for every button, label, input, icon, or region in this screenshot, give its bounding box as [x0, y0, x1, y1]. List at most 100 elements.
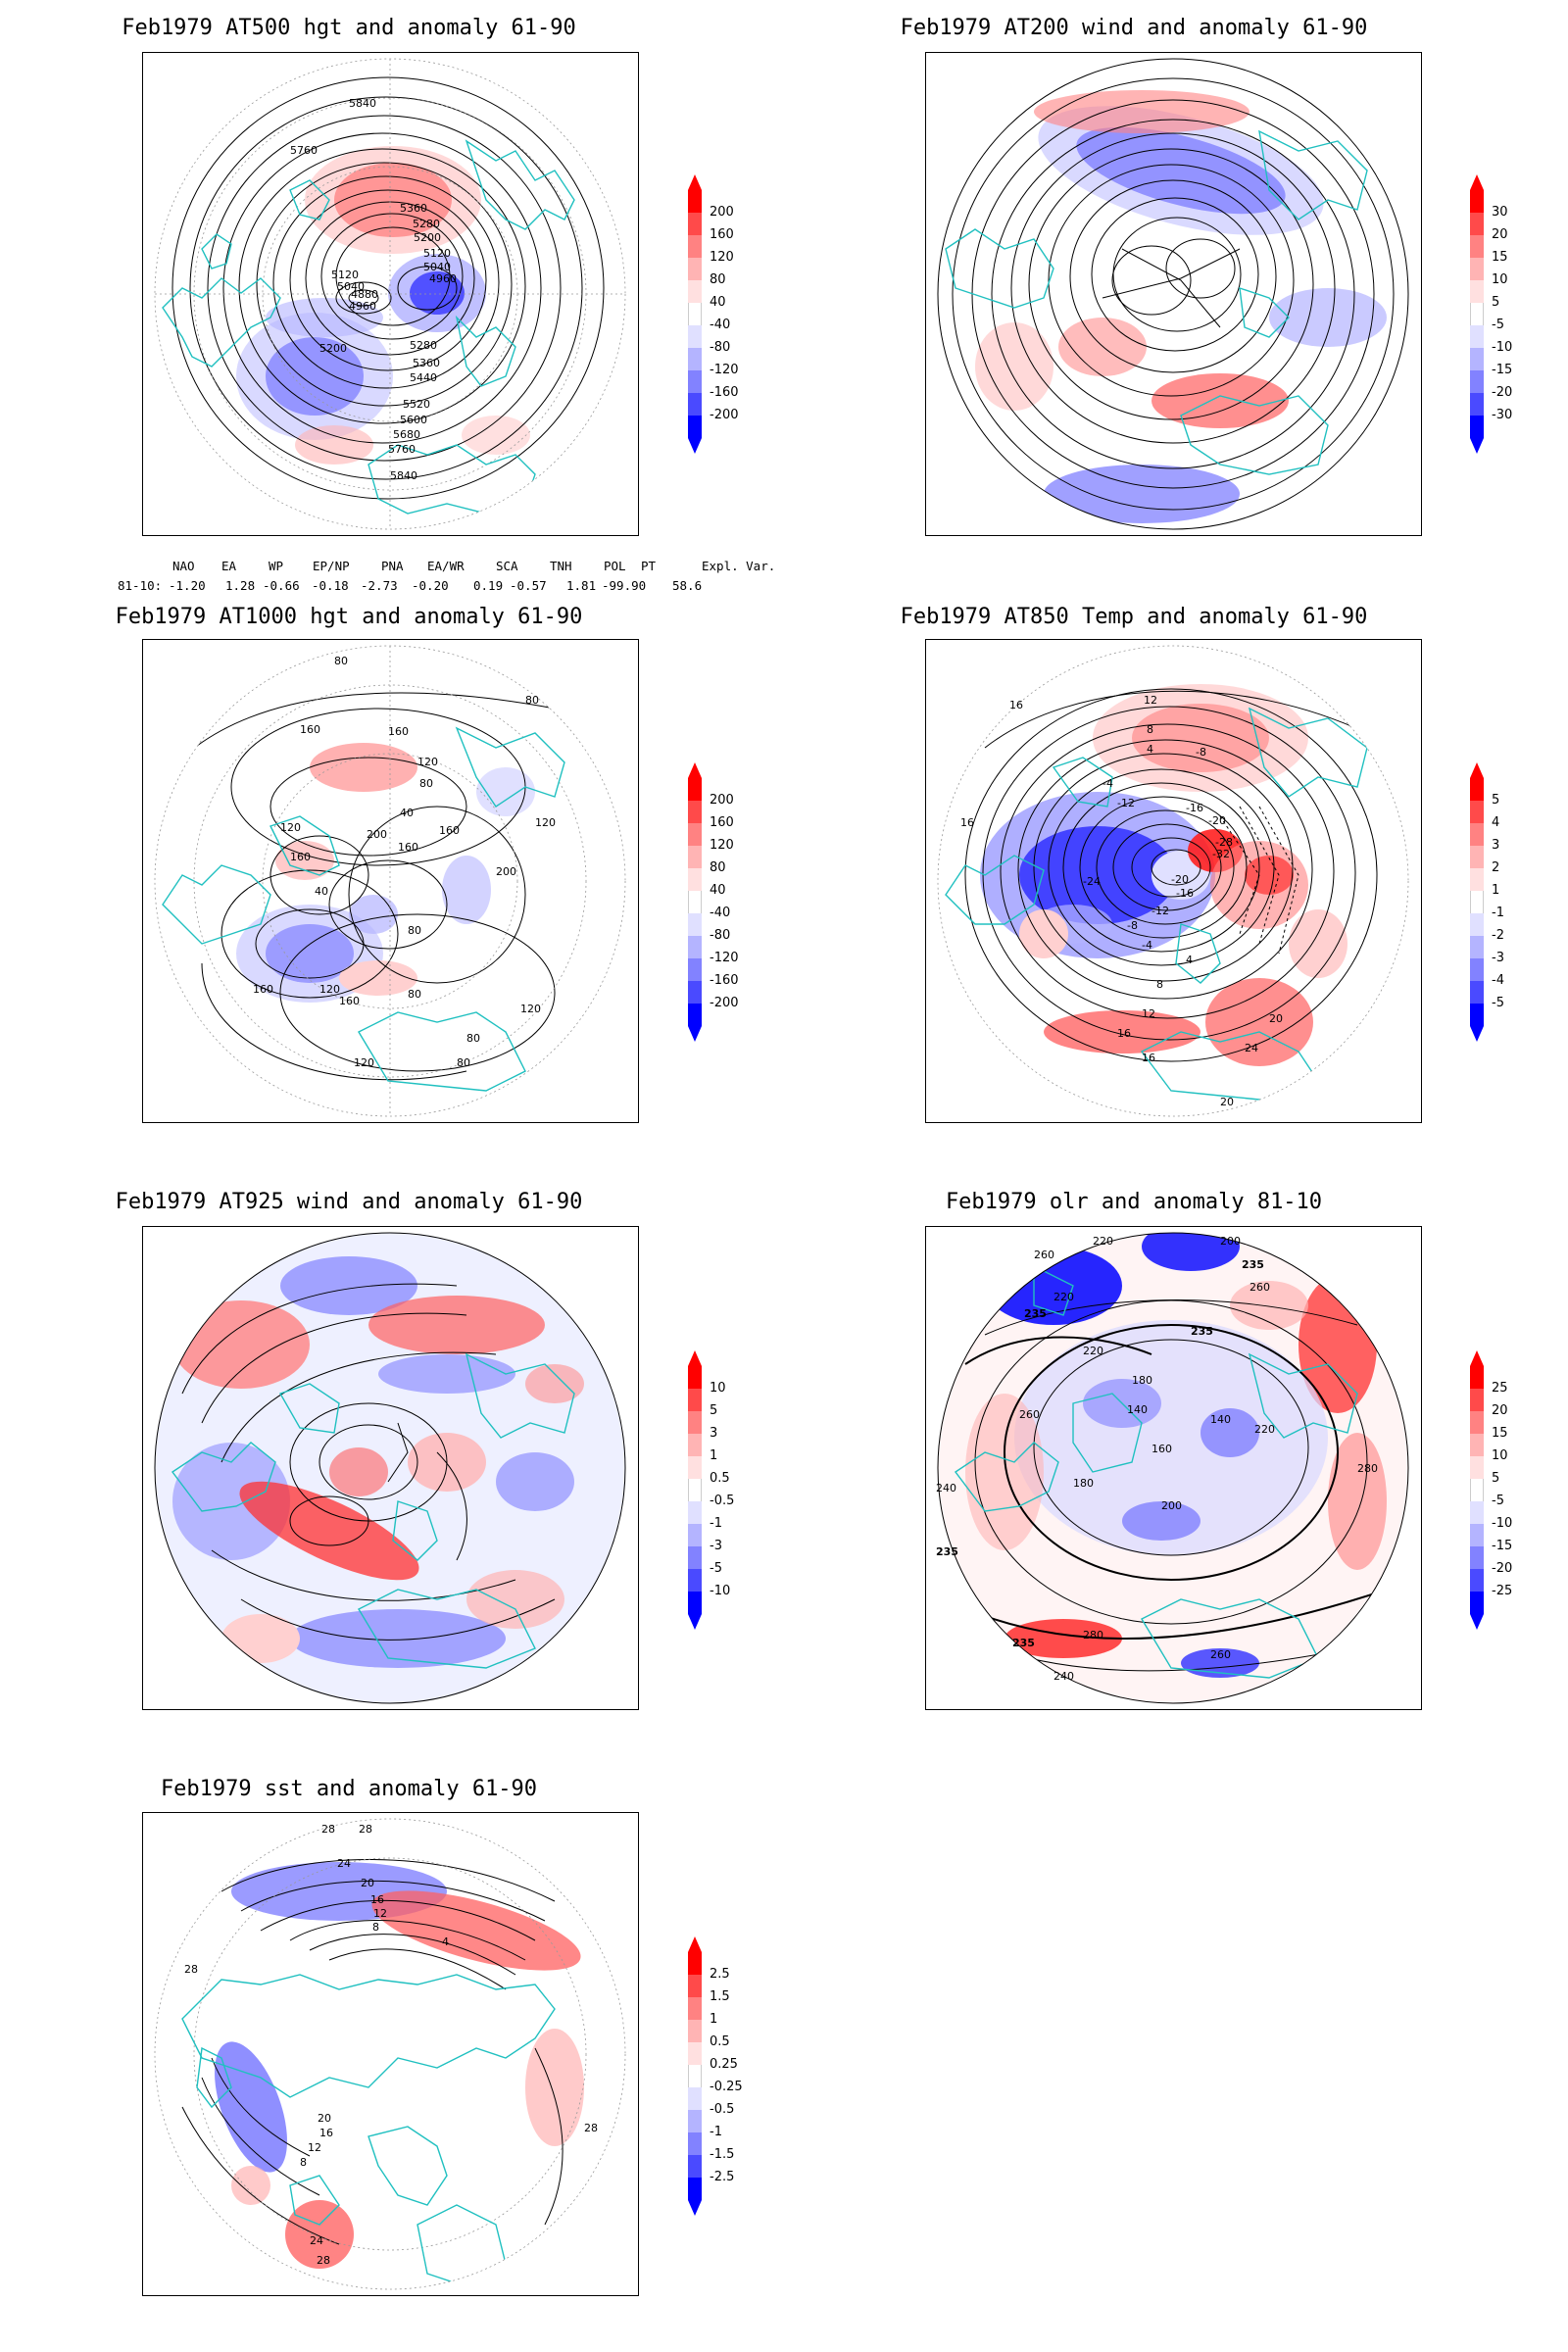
svg-text:5040: 5040 — [337, 280, 365, 293]
svg-text:28: 28 — [317, 2254, 330, 2267]
svg-text:-12: -12 — [1152, 905, 1169, 917]
svg-text:16: 16 — [1142, 1052, 1155, 1064]
contour-labels: 5840 5760 5360 5280 5200 5120 5040 4960 … — [290, 97, 457, 482]
svg-text:235: 235 — [936, 1545, 958, 1558]
colorbar-label: -1 — [710, 2125, 722, 2139]
svg-text:8: 8 — [1156, 978, 1163, 991]
svg-text:-24: -24 — [1083, 875, 1101, 888]
svg-text:28: 28 — [184, 1963, 198, 1976]
colorbar-cell — [1470, 1479, 1484, 1501]
map-svg: 16 12 8 4 -8 -4 -12 16 -16 -20 -28 -32 -… — [937, 645, 1409, 1117]
colorbar-label: -0.5 — [710, 2102, 735, 2117]
map-svg: 28 28 24 20 16 12 8 4 28 20 16 12 8 24 2… — [154, 1818, 626, 2290]
colorbar-cell — [1470, 213, 1484, 235]
colorbar-cell — [688, 891, 702, 913]
colorbar-cell — [688, 1546, 702, 1569]
colorbar-cell — [688, 2155, 702, 2178]
colorbar-cell — [688, 823, 702, 846]
svg-text:-20: -20 — [1208, 814, 1226, 827]
coastlines — [945, 129, 1368, 475]
map-svg — [154, 1232, 626, 1704]
colorbar-cell — [1470, 1411, 1484, 1434]
svg-text:5760: 5760 — [290, 144, 318, 157]
colorbar-cell — [688, 2110, 702, 2132]
svg-text:5280: 5280 — [413, 218, 440, 230]
colorbar-cell — [1470, 1366, 1484, 1389]
colorbar-label: -4 — [1492, 973, 1504, 988]
colorbar-cell — [1470, 913, 1484, 936]
colorbar-label: 10 — [1492, 272, 1508, 287]
svg-text:280: 280 — [1357, 1462, 1378, 1475]
svg-text:260: 260 — [1250, 1281, 1270, 1294]
svg-text:-8: -8 — [1127, 919, 1138, 932]
colorbar-label: -200 — [710, 996, 739, 1010]
colorbar-label: 120 — [710, 250, 734, 265]
svg-text:24: 24 — [337, 1857, 351, 1870]
svg-text:160: 160 — [300, 723, 320, 736]
colorbar-label: -0.5 — [710, 1494, 735, 1508]
coastlines — [171, 1352, 575, 1669]
svg-text:260: 260 — [1034, 1249, 1054, 1261]
svg-text:220: 220 — [1093, 1235, 1113, 1248]
svg-text:-28: -28 — [1215, 836, 1233, 849]
contour-labels: 16 12 8 4 -8 -4 -12 16 -16 -20 -28 -32 -… — [960, 694, 1283, 1108]
colorbar-cell — [688, 981, 702, 1004]
svg-text:140: 140 — [1127, 1403, 1148, 1416]
svg-text:28: 28 — [321, 1823, 335, 1836]
colorbar-label: 5 — [1492, 295, 1500, 310]
svg-text:16: 16 — [319, 2127, 333, 2139]
colorbar-label: 5 — [1492, 1471, 1500, 1486]
colorbar-label: 1 — [710, 1448, 718, 1463]
colorbar-cell — [1470, 846, 1484, 868]
colorbar-arrow-down — [1470, 438, 1484, 454]
colorbar-cell — [688, 235, 702, 258]
colorbar-label: 200 — [710, 205, 734, 220]
svg-text:235: 235 — [1012, 1637, 1035, 1649]
colorbar-label: -120 — [710, 363, 739, 377]
colorbar-label: 20 — [1492, 227, 1508, 242]
colorbar-label: -2.5 — [710, 2170, 735, 2184]
colorbar-label: 4 — [1492, 815, 1500, 830]
contour-labels: 260 220 200 235 220 235 260 235 220 180 … — [936, 1235, 1378, 1683]
svg-text:80: 80 — [408, 988, 421, 1001]
colorbar-cell — [688, 1479, 702, 1501]
colorbar-cell — [1470, 1592, 1484, 1614]
svg-text:235: 235 — [1191, 1325, 1213, 1338]
panel-title: Feb1979 sst and anomaly 61-90 — [160, 1777, 538, 1801]
colorbar-label: -30 — [1492, 408, 1513, 422]
colorbar-label: -15 — [1492, 1539, 1513, 1553]
colorbar-label: 30 — [1492, 205, 1508, 220]
colorbar-label: 10 — [1492, 1448, 1508, 1463]
colorbar-cell — [688, 1434, 702, 1456]
coastlines — [954, 1264, 1358, 1679]
colorbar-cell — [688, 370, 702, 393]
svg-text:16: 16 — [1117, 1027, 1131, 1040]
colorbar-label: 160 — [710, 227, 734, 242]
svg-text:200: 200 — [1220, 1235, 1241, 1248]
colorbar-label: 1 — [710, 2012, 718, 2027]
colorbar-cell — [688, 913, 702, 936]
svg-text:-16: -16 — [1186, 802, 1203, 814]
svg-text:235: 235 — [1242, 1258, 1264, 1271]
panel-title: Feb1979 AT200 wind and anomaly 61-90 — [900, 16, 1368, 40]
colorbar-cell — [688, 213, 702, 235]
colorbar-cell — [688, 1389, 702, 1411]
svg-text:5840: 5840 — [349, 97, 376, 110]
svg-text:5520: 5520 — [403, 398, 430, 411]
colorbar-cell — [1470, 258, 1484, 280]
colorbar-cell — [1470, 1389, 1484, 1411]
svg-text:4: 4 — [442, 1936, 449, 1948]
svg-text:-20: -20 — [1171, 873, 1189, 886]
colorbar-cell — [688, 846, 702, 868]
svg-text:180: 180 — [1132, 1374, 1152, 1387]
svg-text:220: 220 — [1254, 1423, 1275, 1436]
svg-text:28: 28 — [359, 1823, 372, 1836]
svg-text:5040: 5040 — [423, 261, 451, 273]
colorbar-cell — [1470, 393, 1484, 416]
svg-text:120: 120 — [354, 1056, 374, 1069]
svg-text:180: 180 — [1073, 1477, 1094, 1490]
svg-text:220: 220 — [1083, 1345, 1103, 1357]
colorbar-cell — [1470, 1546, 1484, 1569]
svg-text:4: 4 — [1147, 743, 1153, 756]
colorbar-cell — [1470, 303, 1484, 325]
